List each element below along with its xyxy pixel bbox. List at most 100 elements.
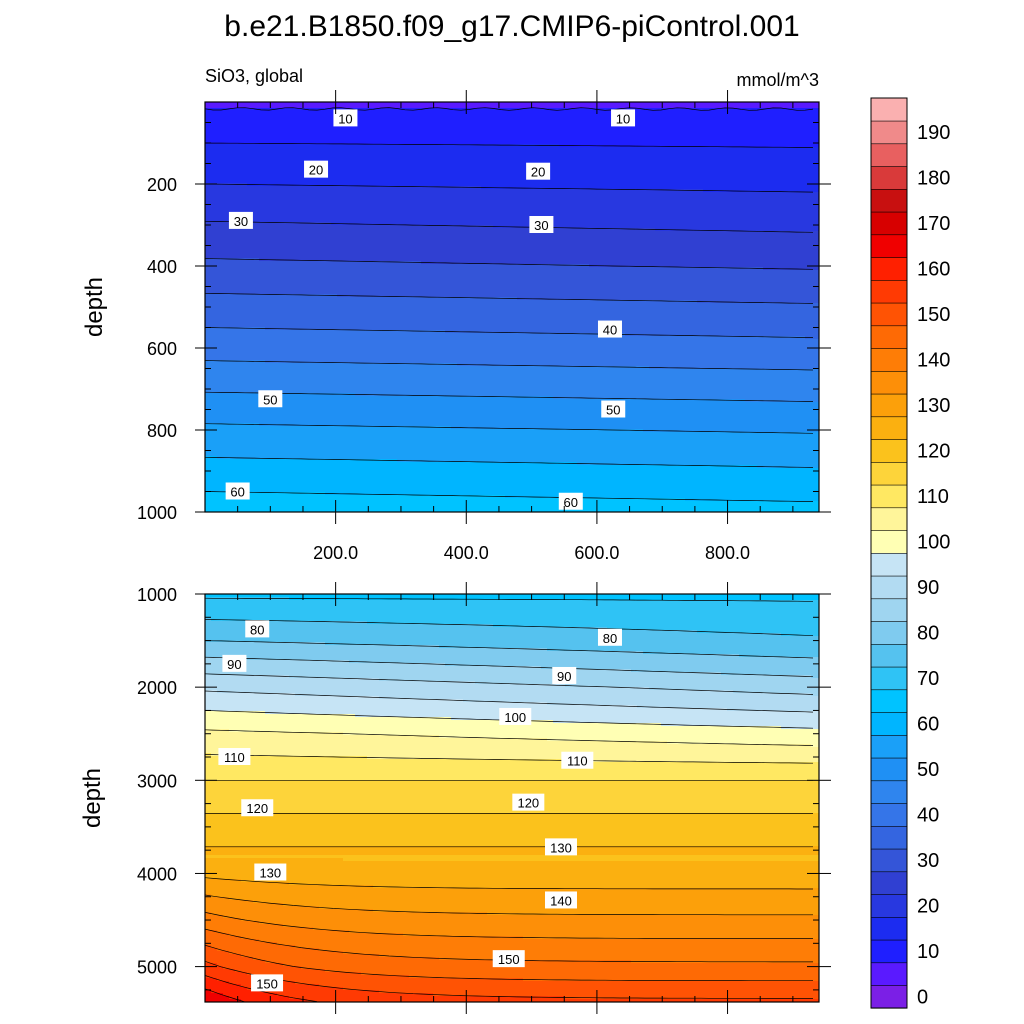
upper-contour-label: 10 — [333, 109, 358, 127]
upper-contour-line — [205, 292, 814, 304]
lower-contour-line — [205, 960, 813, 999]
lower-y-tick-label: 5000 — [137, 958, 177, 978]
lower-contour-label: 130 — [254, 863, 287, 881]
colorbar-swatch — [870, 461, 908, 486]
lower-contour-label: 80 — [245, 620, 270, 638]
upper-contour-label: 50 — [601, 400, 626, 418]
colorbar-tick-label: 80 — [917, 623, 939, 645]
upper-contour-label: 30 — [529, 216, 554, 233]
lower-contour-line — [205, 690, 814, 713]
chart-title: b.e21.B1850.f09_g17.CMIP6-piControl.001 — [224, 10, 799, 43]
colorbar-swatch — [870, 97, 908, 122]
lower-contour-line — [205, 619, 814, 637]
colorbar-tick-label: 30 — [917, 850, 939, 872]
colorbar-swatch — [870, 120, 908, 145]
upper-x-tick-label: 800.0 — [705, 543, 750, 563]
colorbar-swatch — [870, 666, 908, 691]
colorbar-swatch — [870, 507, 908, 531]
upper-y-tick-label: 400 — [147, 257, 177, 277]
lower-contour-label: 120 — [512, 793, 545, 811]
colorbar-tick-label: 170 — [917, 213, 950, 235]
colorbar-tick-label: 0 — [917, 987, 928, 1009]
colorbar-tick-label: 50 — [917, 759, 939, 781]
upper-contour-line — [205, 391, 814, 402]
upper-contour-line — [205, 183, 814, 193]
colorbar-swatch — [870, 620, 908, 645]
upper-y-tick-label: 800 — [147, 421, 177, 441]
upper-contour-line — [205, 327, 814, 338]
colorbar-tick-label: 180 — [917, 168, 950, 190]
colorbar-swatch — [870, 848, 908, 873]
upper-contour-label: 20 — [304, 160, 329, 178]
lower-panel-frame — [204, 593, 820, 1003]
upper-contour-label: 30 — [228, 211, 253, 229]
upper-contour-line — [205, 258, 814, 270]
colorbar-tick-label: 110 — [917, 486, 949, 508]
colorbar-swatch — [870, 598, 908, 622]
lower-y-axis-title: depth — [79, 768, 106, 828]
units-label: mmol/m^3 — [737, 70, 819, 90]
lower-y-tick-label: 1000 — [137, 585, 177, 605]
colorbar-tick-label: 60 — [917, 714, 939, 736]
colorbar-tick-label: 40 — [917, 805, 939, 827]
upper-contour-line — [205, 220, 814, 233]
colorbar-swatch — [870, 802, 908, 827]
lower-contour-line — [205, 894, 813, 916]
lower-contour-line — [205, 944, 813, 982]
lower-contour-label: 150 — [492, 950, 525, 968]
colorbar-swatch — [870, 325, 908, 349]
colorbar-tick-label: 10 — [917, 941, 939, 963]
upper-x-tick-label: 200.0 — [313, 543, 358, 563]
lower-contour-label: 110 — [561, 751, 594, 769]
upper-x-tick-label: 600.0 — [574, 543, 619, 563]
lower-contour-line — [205, 912, 813, 939]
colorbar-swatch — [870, 575, 908, 600]
upper-contour-label: 50 — [258, 390, 283, 408]
colorbar-swatch — [870, 347, 908, 372]
colorbar-tick-label: 70 — [917, 668, 939, 690]
colorbar-swatch — [870, 780, 908, 804]
upper-y-tick-label: 1000 — [137, 503, 177, 523]
colorbar-swatch — [870, 416, 908, 440]
upper-contour-label: 10 — [611, 109, 636, 127]
lower-contour-line — [205, 754, 814, 764]
colorbar-swatch — [870, 234, 908, 258]
colorbar: 0 10 20 30 40 50 60 70 80 90 100 110 120 130 140 150 160… — [870, 97, 950, 1009]
colorbar-swatch — [870, 984, 908, 1009]
upper-contour-label: 20 — [526, 162, 551, 180]
colorbar-swatch — [870, 916, 908, 941]
colorbar-swatch — [870, 962, 908, 986]
upper-contour-label: 40 — [597, 320, 622, 338]
colorbar-swatch — [870, 143, 908, 167]
lower-y-tick-label: 4000 — [137, 864, 177, 884]
lower-contour-line — [205, 640, 814, 659]
colorbar-swatch — [870, 871, 908, 895]
lower-y-tick-label: 3000 — [137, 771, 177, 791]
colorbar-swatch — [870, 279, 908, 304]
colorbar-tick-label: 100 — [917, 532, 950, 554]
colorbar-swatch — [870, 256, 908, 281]
colorbar-swatch — [870, 939, 908, 964]
colorbar-swatch — [870, 529, 908, 554]
colorbar-tick-label: 160 — [917, 259, 950, 281]
lower-contour-label: 90 — [222, 654, 247, 672]
lower-contour-line — [205, 988, 246, 1002]
lower-contour-label: 110 — [218, 748, 251, 766]
colorbar-tick-label: 140 — [917, 350, 950, 372]
upper-y-axis-title: depth — [81, 277, 108, 337]
lower-contour-label: 90 — [552, 666, 577, 684]
lower-contour-label: 150 — [251, 974, 284, 992]
lower-contour-line — [205, 729, 814, 746]
colorbar-swatch — [870, 552, 908, 577]
colorbar-swatch — [870, 643, 908, 668]
lower-y-tick-label: 2000 — [137, 678, 177, 698]
lower-contour-line — [205, 656, 814, 678]
colorbar-swatch — [870, 188, 908, 213]
colorbar-swatch — [870, 211, 908, 236]
upper-contour-line — [205, 360, 814, 371]
colorbar-swatch — [870, 734, 908, 759]
colorbar-swatch — [870, 893, 908, 918]
upper-contour-line — [205, 107, 814, 111]
colorbar-swatch — [870, 757, 908, 782]
